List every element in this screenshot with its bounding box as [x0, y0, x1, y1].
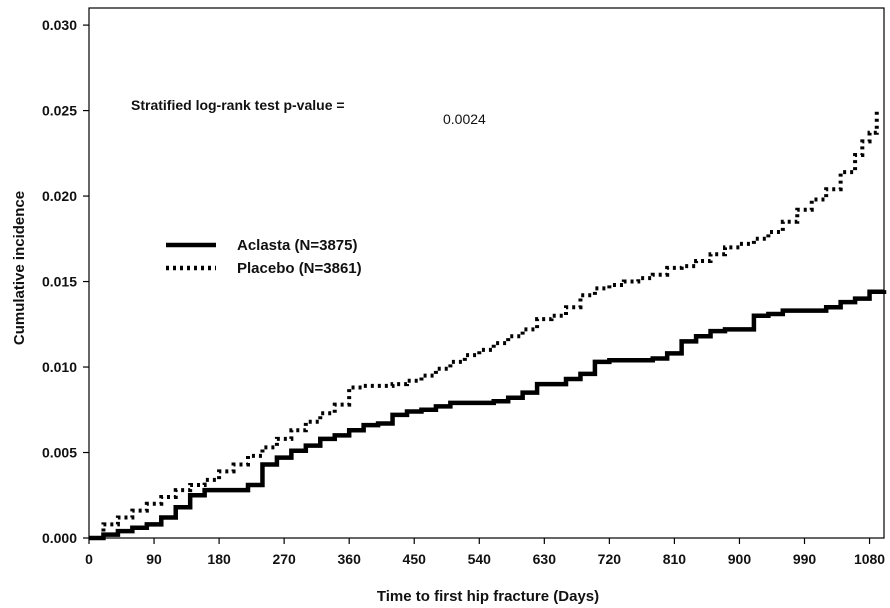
x-tick-label: 450 [403, 551, 427, 567]
x-tick-label: 270 [272, 551, 296, 567]
y-tick-label: 0.000 [42, 530, 77, 546]
y-tick-label: 0.010 [42, 359, 77, 375]
x-tick-label: 0 [85, 551, 93, 567]
y-tick-label: 0.005 [42, 445, 77, 461]
series-line-placebo [89, 110, 879, 540]
x-tick-label: 810 [663, 551, 687, 567]
x-tick-label: 540 [468, 551, 492, 567]
y-tick-label: 0.025 [42, 103, 77, 119]
x-tick-label: 720 [598, 551, 622, 567]
x-tick-label: 180 [207, 551, 231, 567]
y-axis-ticks: 0.000 0.005 0.010 0.015 0.020 0.025 0.030 [42, 17, 89, 546]
y-tick-label: 0.015 [42, 274, 77, 290]
legend-label-aclasta: Aclasta (N=3875) [237, 237, 357, 254]
y-tick-label: 0.020 [42, 188, 77, 204]
y-tick-label: 0.030 [42, 17, 77, 33]
x-tick-label: 1080 [854, 551, 885, 567]
legend-label-placebo: Placebo (N=3861) [237, 260, 362, 277]
x-tick-label: 900 [728, 551, 752, 567]
y-axis-title: Cumulative incidence [11, 191, 28, 345]
plot-frame [88, 7, 885, 539]
plot-border [88, 7, 885, 539]
x-axis-title: Time to first hip fracture (Days) [377, 588, 599, 605]
x-tick-label: 990 [793, 551, 817, 567]
x-tick-label: 90 [146, 551, 162, 567]
series-line-aclasta [89, 289, 887, 541]
x-tick-label: 360 [338, 551, 362, 567]
x-tick-label: 630 [533, 551, 557, 567]
legend: Aclasta (N=3875) Placebo (N=3861) [166, 237, 362, 277]
x-axis-ticks: 0 90 180 270 360 450 540 630 720 810 900 990 1080 [85, 538, 885, 567]
pvalue-annotation-value: 0.0024 [443, 111, 486, 127]
pvalue-annotation-label: Stratified log-rank test p-value = [131, 97, 345, 113]
series-layer [89, 110, 887, 541]
